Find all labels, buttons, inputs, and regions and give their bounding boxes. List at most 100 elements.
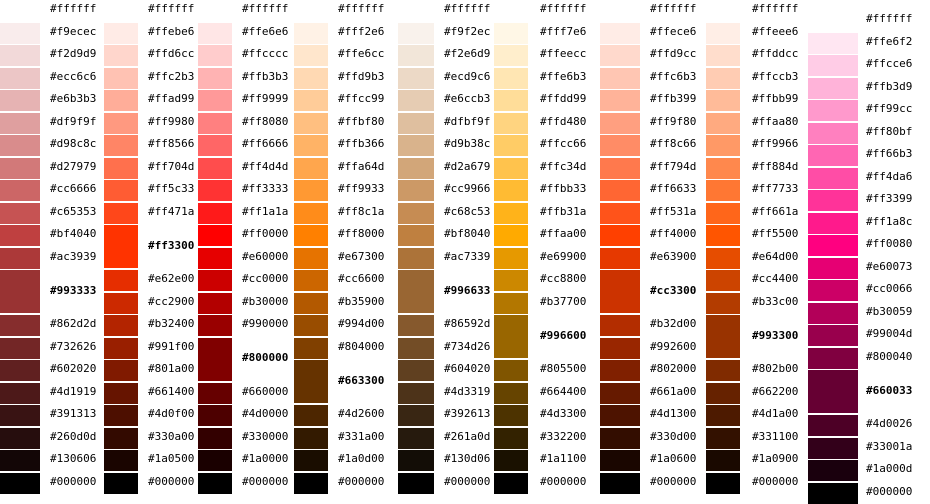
color-hex-label: #cc3300 [650, 284, 697, 297]
color-swatch [198, 383, 232, 404]
color-hex-label: #ffcccc [242, 47, 289, 60]
color-swatch [104, 338, 138, 359]
color-swatch [104, 450, 138, 471]
color-hex-label: #ffffff [338, 2, 385, 15]
color-hex-label: #b32d00 [650, 317, 697, 330]
color-hex-label: #996600 [540, 329, 587, 342]
color-hex-label: #d9b38c [444, 137, 491, 150]
color-swatch [198, 293, 232, 314]
color-swatch [294, 360, 328, 403]
color-swatch [398, 68, 434, 89]
color-swatch [600, 338, 640, 359]
color-swatch [494, 293, 528, 314]
color-swatch [104, 135, 138, 156]
color-hex-label: #ff4000 [650, 227, 697, 240]
color-swatch [198, 90, 232, 111]
color-swatch [104, 473, 138, 494]
color-hex-label: #661a00 [650, 385, 697, 398]
color-swatch [104, 293, 138, 314]
color-swatch [600, 113, 640, 134]
color-hex-label: #ffeee6 [752, 25, 799, 38]
color-hex-label: #660000 [242, 385, 289, 398]
color-hex-label: #e69900 [540, 250, 587, 263]
color-swatch [0, 90, 40, 111]
color-hex-label: #330000 [242, 430, 289, 443]
color-hex-label: #1a0600 [650, 452, 697, 465]
color-swatch [198, 315, 232, 336]
color-swatch [104, 23, 138, 44]
color-swatch [198, 225, 232, 246]
color-swatch [600, 405, 640, 426]
color-hex-label: #fff7e6 [540, 25, 587, 38]
color-hex-label: #604020 [444, 362, 491, 375]
color-swatch [494, 315, 528, 358]
color-hex-label: #000000 [148, 475, 195, 488]
color-hex-label: #1a0500 [148, 452, 195, 465]
color-hex-label: #1a1100 [540, 452, 587, 465]
color-swatch [0, 270, 40, 313]
color-hex-label: #ff7733 [752, 182, 799, 195]
color-hex-label: #ffccb3 [752, 70, 799, 83]
color-hex-label: #ffece6 [650, 25, 697, 38]
color-swatch [0, 158, 40, 179]
color-swatch [198, 113, 232, 134]
color-swatch [706, 113, 740, 134]
color-swatch [494, 0, 528, 21]
color-swatch [294, 473, 328, 494]
color-hex-label: #ffcc66 [540, 137, 587, 150]
color-hex-label: #000000 [444, 475, 491, 488]
color-swatch [600, 158, 640, 179]
color-swatch [0, 428, 40, 449]
color-hex-label: #391313 [50, 407, 97, 420]
color-swatch [706, 428, 740, 449]
color-swatch [600, 0, 640, 21]
color-hex-label: #ffffff [866, 12, 913, 25]
color-swatch [494, 203, 528, 224]
color-hex-label: #ffaa00 [540, 227, 587, 240]
color-swatch [398, 360, 434, 381]
color-swatch [294, 135, 328, 156]
color-swatch [294, 248, 328, 269]
color-swatch [0, 113, 40, 134]
color-swatch [706, 450, 740, 471]
color-swatch [808, 415, 858, 436]
color-swatch [398, 90, 434, 111]
color-swatch [706, 90, 740, 111]
color-hex-label: #392613 [444, 407, 491, 420]
color-swatch [808, 33, 858, 54]
color-swatch [198, 203, 232, 224]
color-swatch [600, 45, 640, 66]
color-swatch [808, 78, 858, 99]
color-swatch [294, 90, 328, 111]
color-hex-label: #663300 [338, 374, 385, 387]
color-swatch [398, 270, 434, 313]
color-swatch [104, 428, 138, 449]
color-swatch [706, 203, 740, 224]
color-hex-label: #ffa64d [338, 160, 385, 173]
color-swatch [494, 248, 528, 269]
color-hex-label: #e6ccb3 [444, 92, 491, 105]
color-hex-label: #b35900 [338, 295, 385, 308]
color-swatch [198, 158, 232, 179]
color-swatch [198, 338, 232, 381]
color-hex-label: #ff9f80 [650, 115, 697, 128]
color-hex-label: #ff0080 [866, 237, 913, 250]
color-hex-label: #ffd480 [540, 115, 587, 128]
color-hex-label: #ffeecc [540, 47, 587, 60]
color-hex-label: #996633 [444, 284, 491, 297]
color-swatch [398, 405, 434, 426]
color-hex-label: #ffffff [50, 2, 97, 15]
color-swatch [198, 180, 232, 201]
color-hex-label: #ffc34d [540, 160, 587, 173]
color-swatch [0, 225, 40, 246]
color-hex-label: #cc9966 [444, 182, 491, 195]
color-hex-label: #ffffff [242, 2, 289, 15]
color-swatch [808, 168, 858, 189]
color-swatch [808, 10, 858, 31]
color-swatch [808, 55, 858, 76]
color-swatch [706, 135, 740, 156]
color-hex-label: #261a0d [444, 430, 491, 443]
color-swatch [198, 23, 232, 44]
color-swatch [600, 360, 640, 381]
